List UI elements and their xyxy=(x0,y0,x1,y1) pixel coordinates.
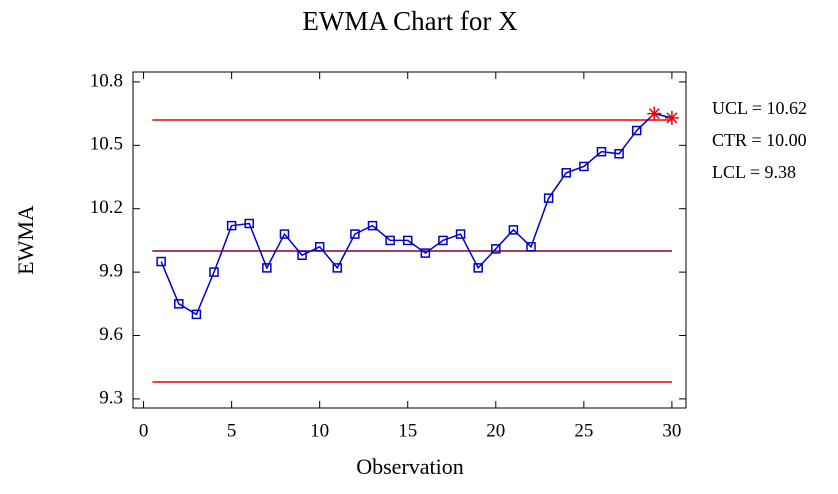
point xyxy=(579,161,589,172)
limit-label: CTR = 10.00 xyxy=(712,130,807,150)
point xyxy=(226,220,237,231)
y-tick-label: 9.9 xyxy=(99,260,123,281)
point xyxy=(438,235,448,246)
x-tick-label: 15 xyxy=(398,420,417,441)
point xyxy=(332,263,343,273)
y-tick-label: 10.2 xyxy=(90,197,123,218)
point xyxy=(156,256,166,267)
y-tick-label: 9.3 xyxy=(99,387,123,408)
chart-title: EWMA Chart for X xyxy=(302,6,518,36)
x-tick-label: 10 xyxy=(310,420,329,441)
out-of-control-point xyxy=(647,106,662,121)
x-tick-label: 20 xyxy=(486,420,505,441)
point xyxy=(174,299,184,309)
point xyxy=(561,168,571,178)
x-tick-label: 25 xyxy=(574,420,593,441)
point xyxy=(350,229,360,239)
point xyxy=(526,242,536,252)
series-line xyxy=(160,112,673,316)
point xyxy=(614,149,624,159)
y-axis-label: EWMA xyxy=(13,205,38,275)
point xyxy=(262,263,272,273)
point xyxy=(420,248,431,258)
point xyxy=(596,146,607,157)
point xyxy=(279,229,290,239)
x-tick-label: 5 xyxy=(227,420,237,441)
plot-frame xyxy=(132,71,687,409)
point xyxy=(314,242,325,252)
y-tick-label: 9.6 xyxy=(99,324,123,345)
point xyxy=(297,250,307,260)
point xyxy=(209,267,219,277)
point xyxy=(543,193,554,203)
point xyxy=(455,229,466,239)
point xyxy=(385,235,395,246)
limit-label: UCL = 10.62 xyxy=(712,98,807,118)
point xyxy=(367,220,378,231)
point xyxy=(491,244,501,254)
x-tick-label: 30 xyxy=(662,420,681,441)
point xyxy=(631,125,642,136)
point xyxy=(191,309,202,320)
point xyxy=(473,263,483,273)
out-of-control-point xyxy=(664,110,679,125)
y-tick-label: 10.8 xyxy=(90,70,123,91)
x-tick-label: 0 xyxy=(139,420,149,441)
y-tick-label: 10.5 xyxy=(90,134,123,155)
x-axis-label: Observation xyxy=(356,454,464,479)
point xyxy=(244,218,254,229)
limit-label: LCL = 9.38 xyxy=(712,162,796,182)
point xyxy=(508,225,519,235)
point xyxy=(402,235,413,246)
